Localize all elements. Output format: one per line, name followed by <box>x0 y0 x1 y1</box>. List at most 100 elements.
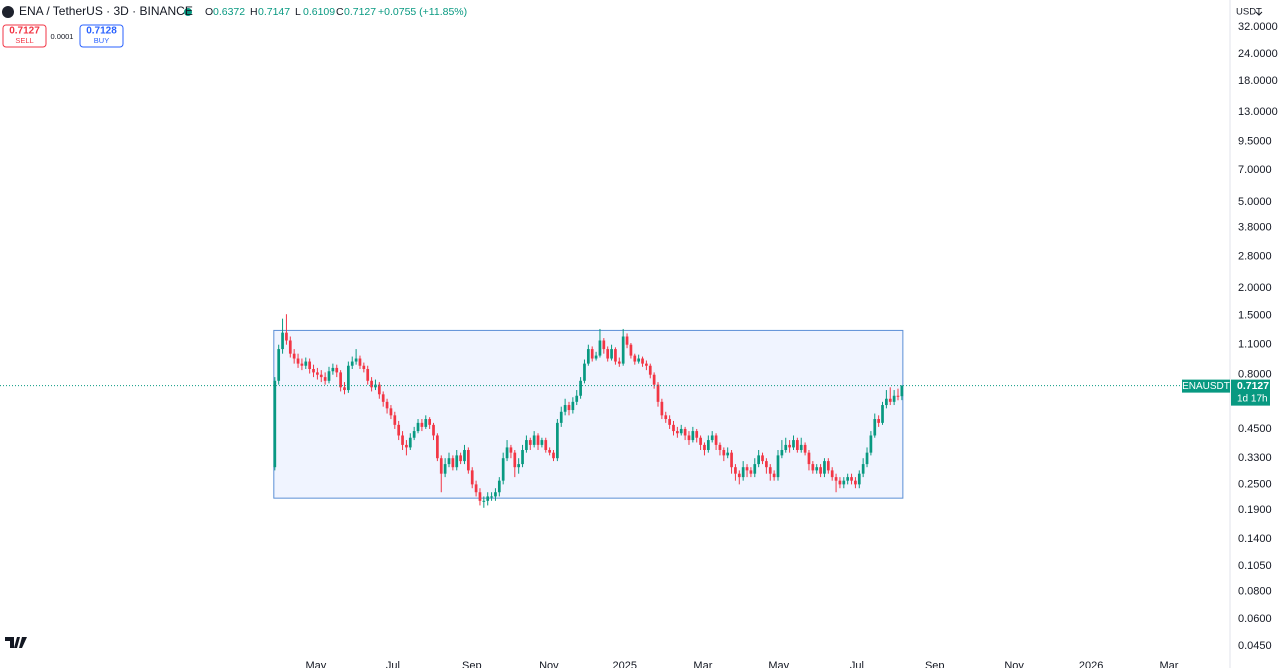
candle-body <box>521 449 524 465</box>
y-tick-label: 9.5000 <box>1238 135 1272 147</box>
ohlc-label: L <box>295 6 301 18</box>
candle-body <box>710 435 714 441</box>
candle-body <box>424 419 428 427</box>
currency[interactable]: USDT <box>1236 7 1262 18</box>
candle-body <box>819 467 822 474</box>
candle-body <box>869 435 873 453</box>
candle-body <box>873 419 877 436</box>
candle-body <box>517 464 521 468</box>
candle-body <box>439 458 443 474</box>
candle-body <box>734 467 737 474</box>
candle-body <box>610 349 613 359</box>
y-tick-label: 3.8000 <box>1238 222 1272 234</box>
candle-body <box>896 395 900 397</box>
candle-body <box>586 349 590 364</box>
candle-body <box>656 384 660 402</box>
candle-body <box>563 405 567 412</box>
x-tick-label: Jul <box>850 660 864 668</box>
y-tick-label: 32.0000 <box>1238 21 1278 33</box>
candle-body <box>625 336 629 345</box>
change: +0.0755 (+11.85%) <box>378 6 467 18</box>
candle-body <box>621 336 625 364</box>
chart-title: ENA / TetherUS · 3D · BINANCE <box>19 4 193 18</box>
ohlc-value: 0.7147 <box>258 6 290 18</box>
candle-body <box>645 363 648 366</box>
candle-body <box>408 437 412 448</box>
y-tick-label: 0.1900 <box>1238 504 1272 516</box>
candle-body <box>679 428 683 434</box>
x-tick-label: Jul <box>386 660 400 668</box>
candle-body <box>316 372 319 375</box>
candle-body <box>664 415 668 420</box>
plot <box>273 314 904 508</box>
candle-body <box>548 449 551 453</box>
candle-body <box>273 380 277 468</box>
candle-body <box>722 449 726 456</box>
candle-body <box>513 452 517 468</box>
y-tick-label: 7.0000 <box>1238 164 1272 176</box>
candle-body <box>772 473 776 478</box>
buy-price[interactable]: 0.7128 <box>86 26 117 37</box>
candle-body <box>788 444 791 448</box>
candle-body <box>331 367 335 372</box>
candle-body <box>296 358 300 364</box>
sell-label[interactable]: SELL <box>15 36 33 45</box>
candle-body <box>281 332 284 350</box>
candle-body <box>807 452 811 465</box>
candle-body <box>490 496 493 498</box>
candle-body <box>339 372 342 388</box>
candle-body <box>594 355 598 359</box>
y-tick-label: 0.0450 <box>1238 640 1272 652</box>
candle-body <box>544 440 548 450</box>
candle-body <box>416 422 420 432</box>
candle-body <box>451 458 455 468</box>
candle-body <box>412 431 416 438</box>
candle-body <box>277 349 281 381</box>
candle-body <box>470 470 474 485</box>
candle-body <box>432 424 435 436</box>
candle-body <box>443 464 447 474</box>
x-tick-label: Mar <box>1159 660 1178 668</box>
candle-body <box>815 467 819 471</box>
candle-body <box>776 455 780 478</box>
countdown: 1d 17h <box>1237 393 1268 404</box>
candle-body <box>834 477 838 481</box>
candle-body <box>892 395 896 402</box>
y-tick-label: 0.0800 <box>1238 586 1272 598</box>
y-tick-label: 13.0000 <box>1238 106 1278 118</box>
candle-body <box>335 367 339 373</box>
x-tick-label: Nov <box>1004 660 1024 668</box>
candle-body <box>288 340 292 354</box>
candle-body <box>796 440 799 450</box>
candle-body <box>768 467 772 474</box>
ohlc-value: 0.6109 <box>303 6 335 18</box>
ohlc-label: O <box>205 6 213 18</box>
currency-caret[interactable] <box>1255 11 1263 16</box>
sell-price[interactable]: 0.7127 <box>9 26 40 37</box>
candle-body <box>347 365 350 391</box>
y-tick-label: 0.1400 <box>1238 533 1272 545</box>
candle-body <box>447 458 451 465</box>
sell-button[interactable] <box>2 24 47 48</box>
candle-body <box>629 344 633 356</box>
candle-body <box>285 332 288 341</box>
candle-body <box>405 444 408 448</box>
candle-body <box>292 353 296 359</box>
candle-body <box>865 452 869 465</box>
ohlc-label: H <box>250 6 258 18</box>
candle-body <box>354 358 358 362</box>
candle-body <box>377 384 381 395</box>
x-tick-label: May <box>768 660 789 668</box>
y-tick-label: 0.3300 <box>1238 452 1272 464</box>
symbol-tag-bg <box>1182 379 1230 393</box>
buy-button[interactable] <box>79 24 124 48</box>
candle-body <box>648 365 652 375</box>
candle-body <box>745 467 749 471</box>
candle-body <box>718 444 722 450</box>
candle-body <box>420 422 424 427</box>
candle-body <box>792 440 795 448</box>
buy-label[interactable]: BUY <box>94 36 109 45</box>
y-tick-label: 0.0600 <box>1238 613 1272 625</box>
